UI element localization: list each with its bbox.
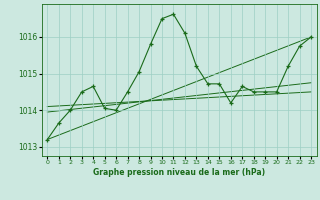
X-axis label: Graphe pression niveau de la mer (hPa): Graphe pression niveau de la mer (hPa) bbox=[93, 168, 265, 177]
